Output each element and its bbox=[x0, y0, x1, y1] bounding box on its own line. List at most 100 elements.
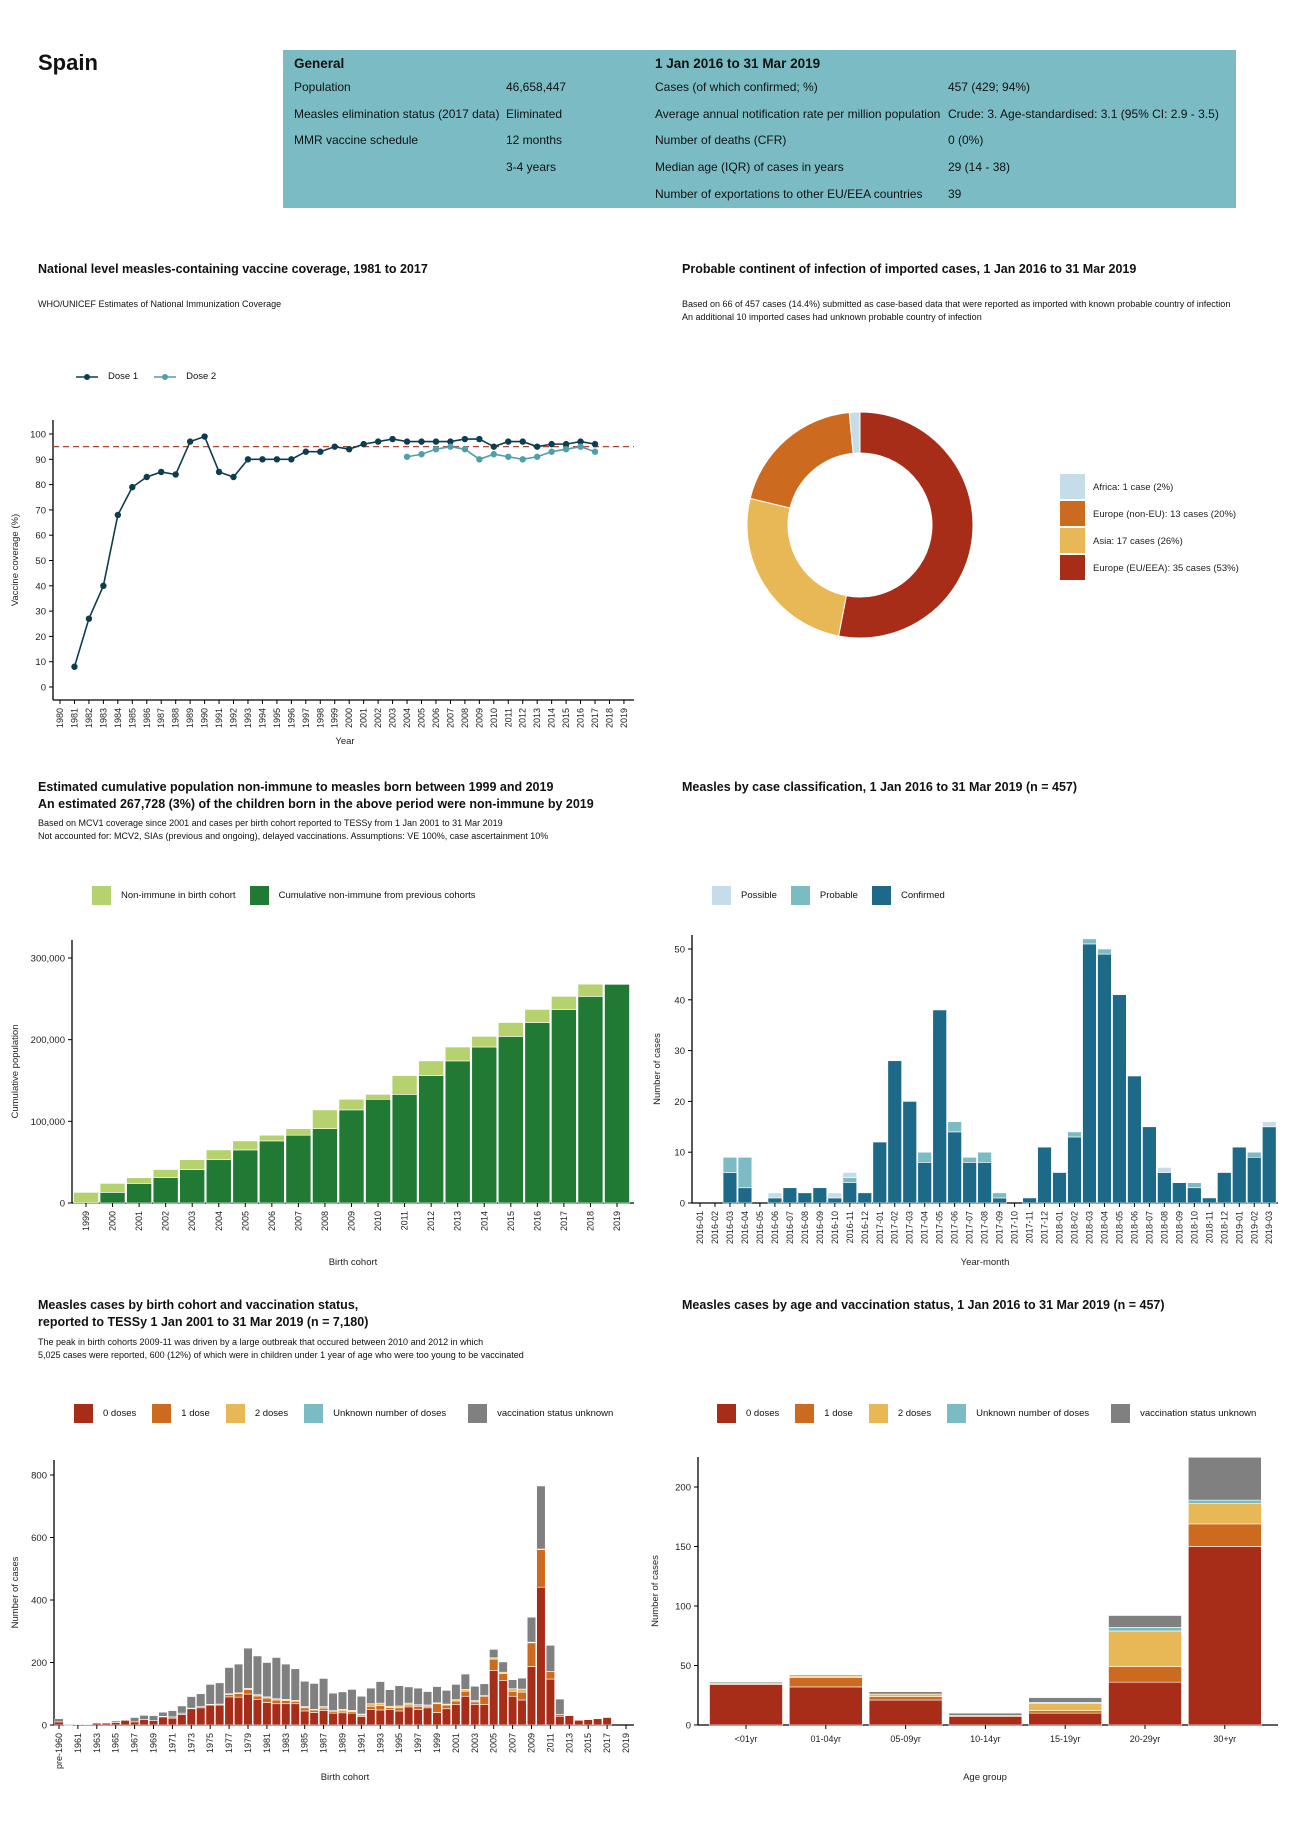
bar-segment bbox=[375, 1702, 385, 1706]
bar-segment bbox=[252, 1699, 263, 1726]
x-tick-label: 1963 bbox=[92, 1733, 102, 1753]
general-row-value: 3-4 years bbox=[506, 160, 557, 174]
x-tick-label: 2003 bbox=[187, 1211, 197, 1231]
birthcohort-note-1: The peak in birth cohorts 2009-11 was dr… bbox=[38, 1337, 484, 1347]
bar-segment bbox=[604, 984, 630, 1204]
bar-segment bbox=[338, 1098, 365, 1111]
dose1-legend-label: Dose 1 bbox=[108, 371, 139, 382]
legend-label: Europe (EU/EEA): 35 cases (53%) bbox=[1093, 563, 1239, 574]
bar-segment bbox=[418, 1075, 444, 1204]
bar-segment bbox=[536, 1586, 546, 1726]
coverage-legend: Dose 1 Dose 2 bbox=[74, 371, 216, 382]
general-row-value: 12 months bbox=[506, 133, 563, 147]
bar-segment bbox=[868, 1691, 943, 1695]
y-tick-label: 100,000 bbox=[31, 1117, 65, 1128]
bar-segment bbox=[285, 1134, 312, 1204]
bar-segment bbox=[444, 1046, 471, 1062]
x-tick-label: 2004 bbox=[402, 708, 412, 728]
bar-segment bbox=[63, 1724, 74, 1726]
x-tick-label: 1995 bbox=[394, 1733, 404, 1753]
x-axis-title: Year-month bbox=[961, 1257, 1010, 1268]
age-title: Measles cases by age and vaccination sta… bbox=[682, 1298, 1165, 1312]
bar-segment bbox=[1108, 1615, 1182, 1628]
x-tick-label: 2016-08 bbox=[800, 1211, 810, 1244]
y-tick-label: 30 bbox=[674, 1046, 685, 1057]
x-tick-label: 1979 bbox=[243, 1733, 253, 1753]
bar-segment bbox=[111, 1722, 121, 1726]
bar-segment bbox=[215, 1704, 225, 1726]
bar-segment bbox=[517, 1677, 527, 1690]
bar-segment bbox=[309, 1709, 319, 1713]
data-point bbox=[577, 443, 584, 450]
data-point bbox=[505, 453, 512, 460]
legend-label: Cumulative non-immune from previous coho… bbox=[278, 890, 476, 901]
bar-segment bbox=[271, 1657, 281, 1700]
x-tick-label: 2007 bbox=[445, 708, 455, 728]
data-point bbox=[172, 471, 179, 478]
x-tick-label: 2012 bbox=[426, 1211, 436, 1231]
x-tick-label: 2018-12 bbox=[1219, 1211, 1229, 1244]
bar-segment bbox=[1142, 1126, 1157, 1204]
bar-segment bbox=[1157, 1167, 1172, 1173]
legend-swatch bbox=[1060, 528, 1085, 553]
y-tick-label: 200,000 bbox=[31, 1035, 65, 1046]
data-point bbox=[71, 663, 78, 670]
legend-label: Africa: 1 case (2%) bbox=[1093, 482, 1173, 493]
bar-segment bbox=[577, 996, 604, 1204]
y-tick-label: 60 bbox=[35, 531, 46, 542]
x-tick-label: 1998 bbox=[315, 708, 325, 728]
bar-segment bbox=[441, 1708, 452, 1726]
data-point bbox=[129, 483, 136, 491]
data-point bbox=[331, 443, 338, 450]
legend-label: Confirmed bbox=[900, 890, 945, 901]
bar-segment bbox=[126, 1177, 152, 1184]
bar-segment bbox=[497, 1036, 524, 1204]
bar-segment bbox=[489, 1649, 499, 1659]
bar-segment bbox=[126, 1183, 152, 1204]
bar-segment bbox=[545, 1645, 555, 1672]
legend-swatch bbox=[1111, 1404, 1131, 1423]
bar-segment bbox=[432, 1712, 442, 1726]
dose2-legend-icon bbox=[154, 373, 177, 380]
bar-segment bbox=[709, 1681, 783, 1684]
y-tick-label: 400 bbox=[31, 1596, 47, 1607]
bar-segment bbox=[366, 1709, 376, 1726]
bar-segment bbox=[224, 1694, 234, 1698]
bar-segment bbox=[1232, 1146, 1247, 1204]
bar-segment bbox=[356, 1695, 367, 1715]
period-row-value: 0 (0%) bbox=[948, 133, 984, 147]
y-axis-title: Vaccine coverage (%) bbox=[10, 514, 21, 606]
birthcohort-title-1: Measles cases by birth cohort and vaccin… bbox=[38, 1298, 359, 1312]
bar-segment bbox=[243, 1647, 253, 1689]
x-tick-label: 2017-11 bbox=[1025, 1211, 1035, 1243]
legend-label: 1 dose bbox=[181, 1408, 210, 1419]
bar-segment bbox=[232, 1149, 259, 1204]
data-point bbox=[230, 473, 237, 481]
x-tick-label: 2013 bbox=[564, 1733, 574, 1753]
bar-segment bbox=[243, 1693, 253, 1726]
x-tick-label: 2012 bbox=[518, 708, 528, 728]
x-tick-label: 2018-11 bbox=[1204, 1211, 1214, 1243]
bar-segment bbox=[54, 1721, 64, 1726]
x-tick-label: 2001 bbox=[451, 1733, 461, 1753]
bar-segment bbox=[1108, 1627, 1182, 1632]
legend-swatch bbox=[249, 886, 269, 905]
bar-segment bbox=[1052, 1172, 1067, 1204]
bar-segment bbox=[1247, 1151, 1262, 1158]
bar-segment bbox=[583, 1719, 593, 1726]
classification-legend: Possible Probable Confirmed bbox=[712, 886, 959, 905]
bar-segment bbox=[99, 1192, 126, 1204]
x-tick-label: 2002 bbox=[373, 708, 383, 728]
bar-segment bbox=[130, 1717, 140, 1723]
general-row-label: MMR vaccine schedule bbox=[294, 133, 419, 147]
bar-segment bbox=[1187, 1503, 1262, 1525]
x-tick-label: 2014 bbox=[547, 708, 557, 728]
bar-segment bbox=[281, 1663, 291, 1700]
data-point bbox=[461, 445, 469, 453]
bar-segment bbox=[555, 1698, 565, 1715]
period-row-label: Number of exportations to other EU/EEA c… bbox=[655, 187, 923, 201]
bar-segment bbox=[887, 1060, 902, 1204]
bar-segment bbox=[285, 1128, 312, 1136]
x-tick-label: 1995 bbox=[272, 708, 282, 728]
data-point bbox=[519, 456, 526, 463]
